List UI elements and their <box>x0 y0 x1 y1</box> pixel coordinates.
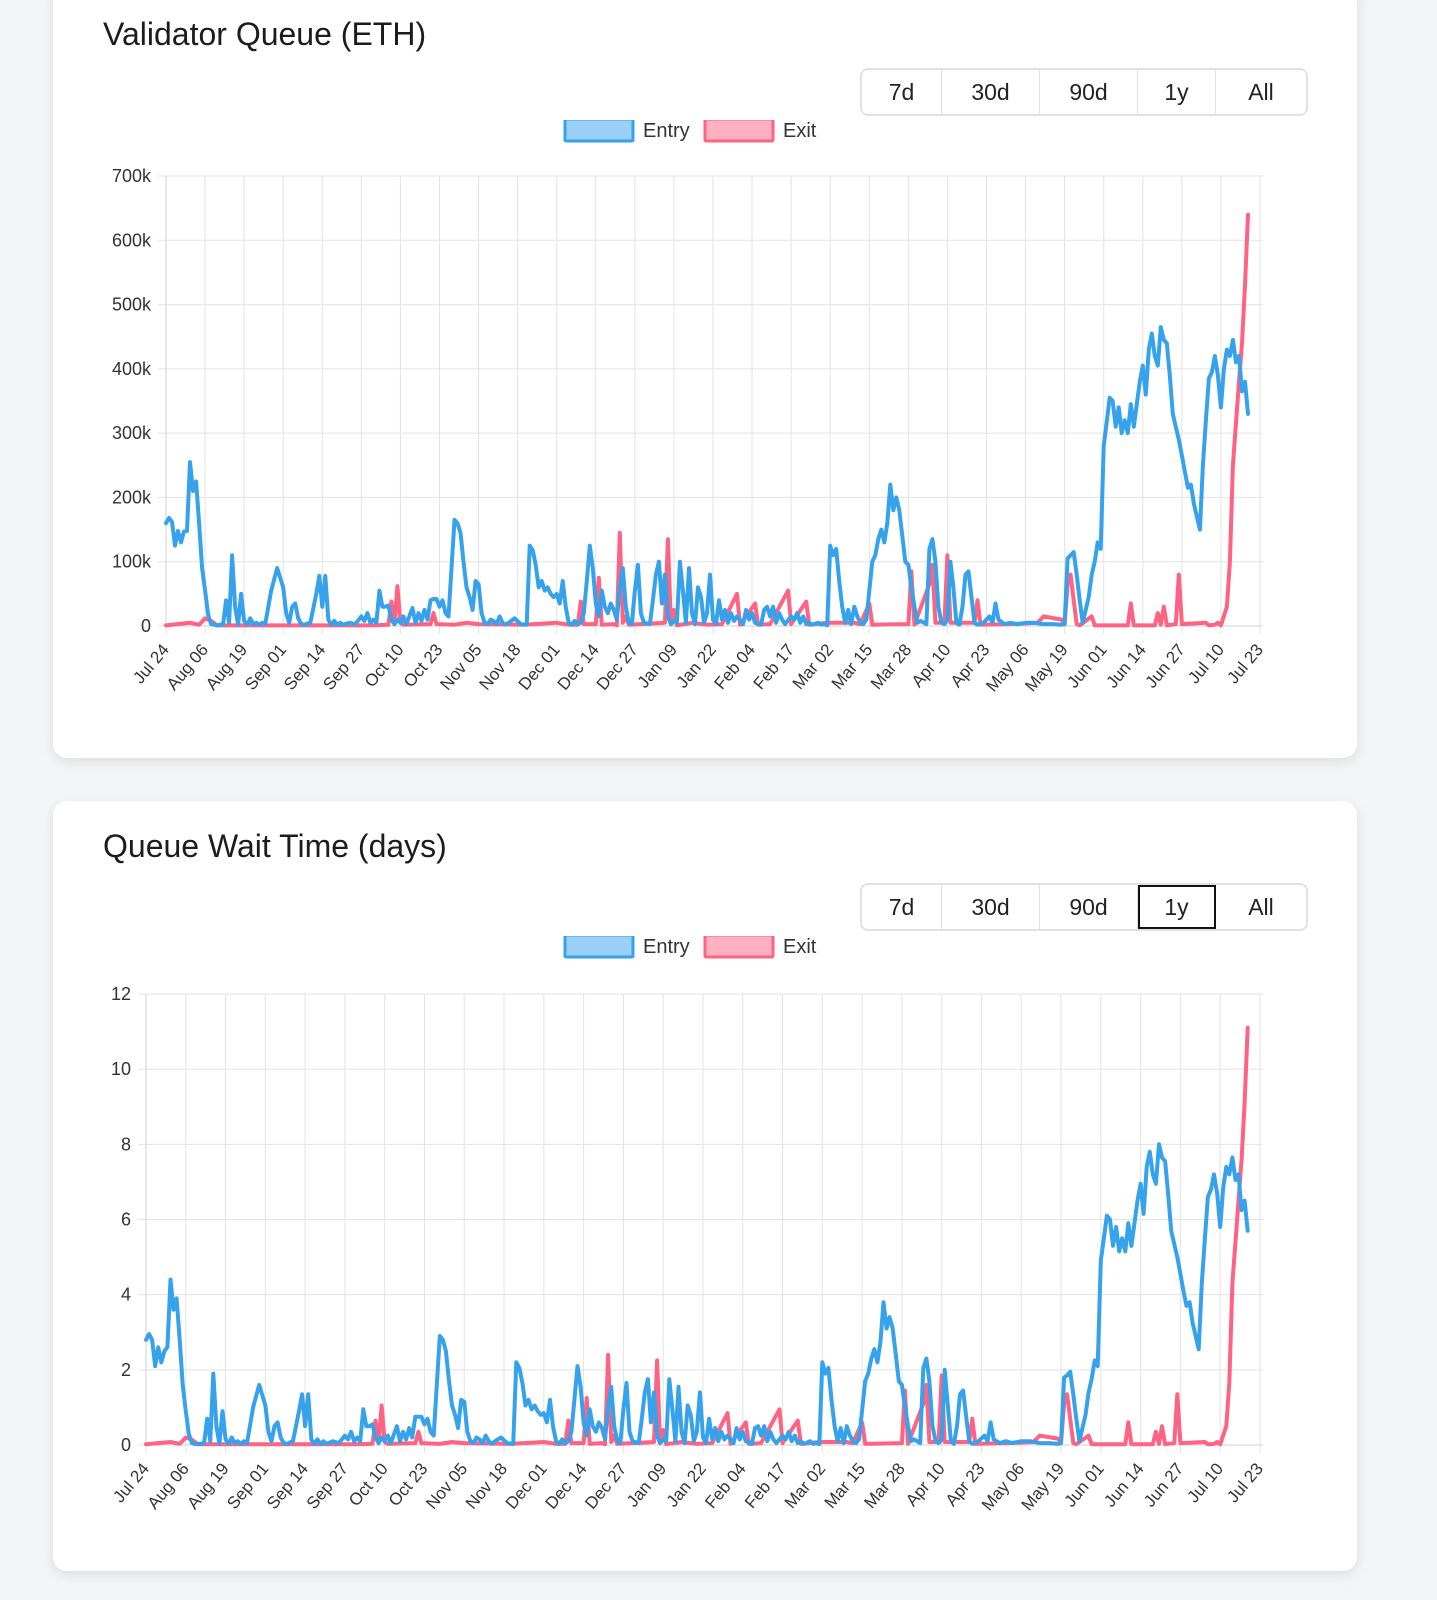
y-tick-label: 300k <box>112 423 152 443</box>
range-7d-button[interactable]: 7d <box>862 885 942 929</box>
x-tick-label: Dec 27 <box>581 1459 630 1512</box>
x-tick-label: Jan 09 <box>634 640 681 691</box>
series-line-entry <box>144 1142 1250 1447</box>
y-tick-label: 400k <box>112 359 152 379</box>
legend-label-exit: Exit <box>783 120 817 142</box>
y-tick-label: 200k <box>112 487 152 507</box>
x-tick-label: Dec 14 <box>541 1459 590 1512</box>
x-tick-label: Dec 01 <box>502 1459 551 1512</box>
time-range-selector: 7d 30d 90d 1y All <box>860 68 1308 116</box>
x-tick-label: Sep 01 <box>241 640 290 693</box>
x-tick-label: Jun 27 <box>1142 640 1189 691</box>
y-tick-label: 0 <box>121 1435 131 1455</box>
x-tick-label: Mar 15 <box>821 1459 870 1512</box>
range-1y-button[interactable]: 1y <box>1138 885 1216 929</box>
x-tick-label: Jun 27 <box>1140 1459 1187 1510</box>
legend-swatch-entry <box>563 936 635 959</box>
x-tick-label: Dec 14 <box>554 640 603 693</box>
x-tick-label: Jul 23 <box>1223 640 1267 687</box>
x-tick-label: Aug 06 <box>163 640 212 693</box>
legend-swatch-exit <box>703 936 775 959</box>
x-tick-label: May 06 <box>978 1459 1028 1514</box>
x-tick-label: Nov 18 <box>462 1459 511 1512</box>
card-title: Validator Queue (ETH) <box>103 16 427 52</box>
x-tick-label: Aug 06 <box>144 1459 193 1512</box>
range-30d-button[interactable]: 30d <box>942 70 1040 114</box>
x-tick-label: May 19 <box>1018 1459 1068 1514</box>
range-7d-button[interactable]: 7d <box>862 70 942 114</box>
x-tick-label: Sep 14 <box>263 1459 312 1512</box>
series-line-entry <box>164 325 1250 628</box>
range-1y-button[interactable]: 1y <box>1138 70 1216 114</box>
legend-swatch-exit <box>703 120 775 143</box>
x-tick-label: Feb 04 <box>701 1459 750 1512</box>
x-tick-label: Jan 09 <box>623 1459 670 1510</box>
y-tick-label: 600k <box>112 230 152 250</box>
y-tick-label: 2 <box>121 1360 131 1380</box>
x-tick-label: Nov 18 <box>476 640 525 693</box>
y-tick-label: 100k <box>112 552 152 572</box>
x-tick-label: Mar 28 <box>860 1459 909 1512</box>
x-tick-label: Jul 10 <box>1183 1459 1227 1506</box>
y-tick-label: 10 <box>111 1059 131 1079</box>
x-tick-label: Jun 14 <box>1100 1459 1147 1510</box>
series-line-exit <box>164 212 1250 628</box>
legend-label-entry: Entry <box>643 120 690 142</box>
range-30d-button[interactable]: 30d <box>942 885 1040 929</box>
x-tick-label: Mar 28 <box>867 640 916 693</box>
validator-queue-card: Validator Queue (ETH) 7d 30d 90d 1y All … <box>53 0 1357 758</box>
y-tick-label: 4 <box>121 1285 131 1305</box>
y-tick-label: 0 <box>141 616 151 636</box>
x-tick-label: Feb 04 <box>711 640 760 693</box>
x-tick-label: Mar 02 <box>789 640 838 693</box>
x-tick-label: Aug 19 <box>183 1459 232 1512</box>
x-tick-label: Sep 01 <box>223 1459 272 1512</box>
y-tick-label: 500k <box>112 295 152 315</box>
range-90d-button[interactable]: 90d <box>1040 70 1138 114</box>
x-tick-label: Dec 27 <box>593 640 642 693</box>
series-line-exit <box>144 1025 1250 1447</box>
x-tick-label: Oct 10 <box>361 640 408 691</box>
range-90d-button[interactable]: 90d <box>1040 885 1138 929</box>
x-tick-label: Nov 05 <box>422 1459 471 1512</box>
x-tick-label: Dec 01 <box>515 640 564 693</box>
x-tick-label: Feb 17 <box>750 640 799 693</box>
x-tick-label: Aug 19 <box>202 640 251 693</box>
x-tick-label: Jun 01 <box>1061 1459 1108 1510</box>
x-tick-label: Jun 14 <box>1102 640 1149 691</box>
range-all-button[interactable]: All <box>1216 885 1306 929</box>
x-tick-label: Sep 14 <box>280 640 329 693</box>
x-tick-label: Jan 22 <box>663 1459 710 1510</box>
queue-wait-time-card: Queue Wait Time (days) 7d 30d 90d 1y All… <box>53 801 1357 1571</box>
legend-label-entry: Entry <box>643 936 690 958</box>
x-tick-label: Sep 27 <box>319 640 368 693</box>
x-tick-label: Mar 15 <box>828 640 877 693</box>
legend-swatch-entry <box>563 120 635 143</box>
y-tick-label: 8 <box>121 1134 131 1154</box>
x-tick-label: Apr 10 <box>902 1459 949 1510</box>
card-title: Queue Wait Time (days) <box>103 828 447 864</box>
x-tick-label: Mar 02 <box>781 1459 830 1512</box>
x-tick-label: Sep 27 <box>303 1459 352 1512</box>
x-tick-label: Apr 10 <box>908 640 955 691</box>
x-tick-label: Jul 23 <box>1223 1459 1267 1506</box>
x-tick-label: Jun 01 <box>1063 640 1110 691</box>
range-all-button[interactable]: All <box>1216 70 1306 114</box>
y-tick-label: 700k <box>112 166 152 186</box>
time-range-selector: 7d 30d 90d 1y All <box>860 883 1308 931</box>
x-tick-label: Oct 10 <box>345 1459 392 1510</box>
x-tick-label: Nov 05 <box>436 640 485 693</box>
x-tick-label: May 19 <box>1021 640 1071 695</box>
x-tick-label: Jul 10 <box>1184 640 1228 687</box>
x-tick-label: Feb 17 <box>741 1459 790 1512</box>
legend-label-exit: Exit <box>783 936 817 958</box>
y-tick-label: 12 <box>111 984 131 1004</box>
y-tick-label: 6 <box>121 1210 131 1230</box>
